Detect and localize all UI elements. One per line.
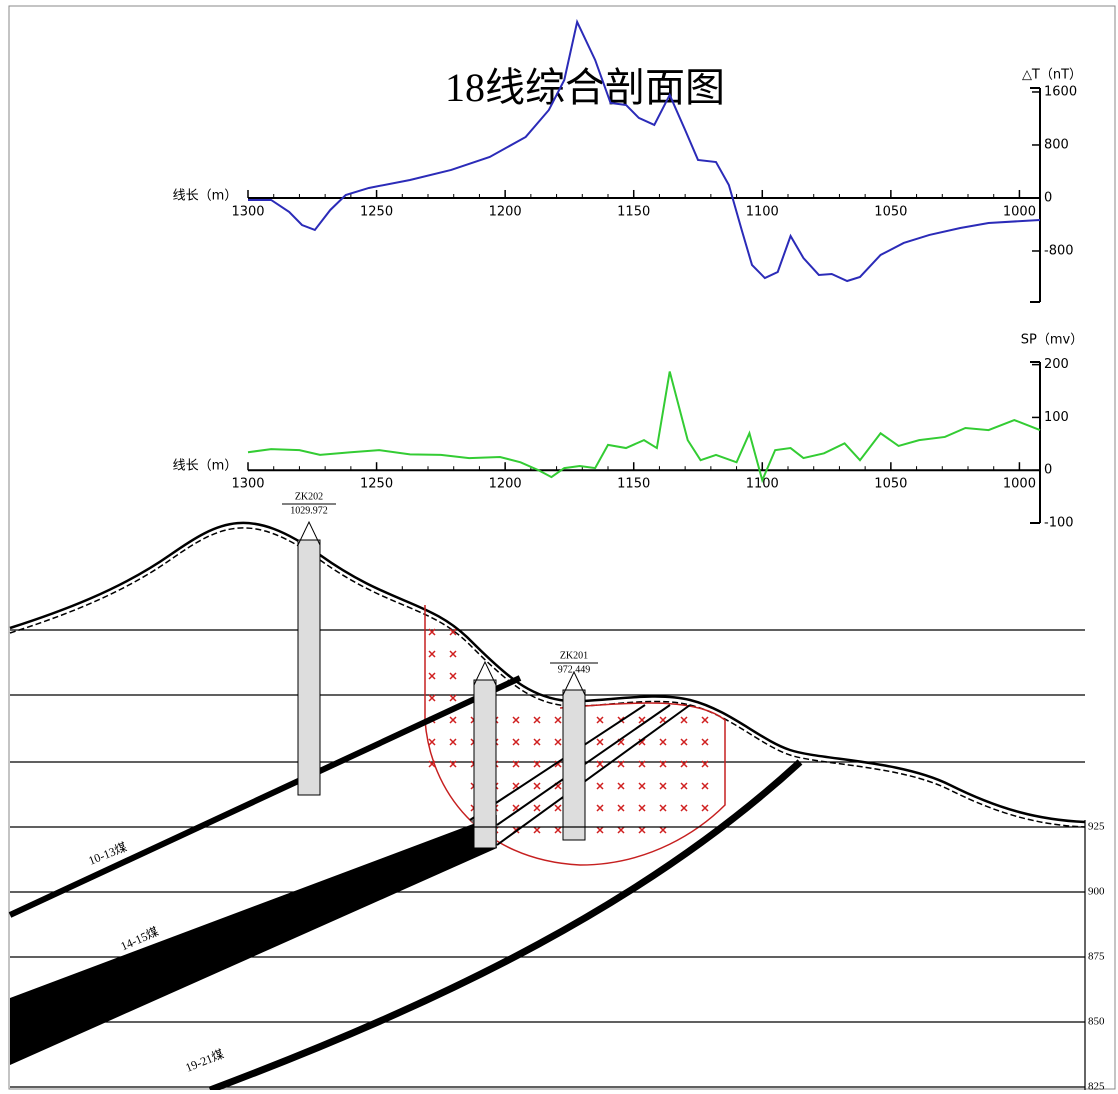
x-mark bbox=[450, 673, 456, 679]
figure: 18线综合剖面图 线长（m） △T（nT） 线长（m） SP（mv） ZK202… bbox=[0, 0, 1118, 1090]
x-mark bbox=[450, 739, 456, 745]
x-tick-label: 1100 bbox=[746, 204, 779, 219]
x-mark bbox=[450, 717, 456, 723]
x-mark bbox=[639, 827, 645, 833]
x-mark bbox=[639, 783, 645, 789]
x-mark bbox=[681, 805, 687, 811]
x-mark bbox=[534, 805, 540, 811]
x-tick-label: 1200 bbox=[489, 477, 522, 492]
x-axis-label: 线长（m） bbox=[173, 459, 238, 474]
cross-section: ZK202 1029.972 ZK201 972.449 10-13煤 14-1… bbox=[10, 491, 1085, 1090]
x-mark bbox=[618, 783, 624, 789]
x-tick-label: 1000 bbox=[1003, 477, 1036, 492]
x-tick-label: 1300 bbox=[231, 204, 264, 219]
x-mark bbox=[702, 805, 708, 811]
x-mark bbox=[660, 827, 666, 833]
x-mark bbox=[555, 805, 561, 811]
x-mark bbox=[597, 739, 603, 745]
x-tick-label: 1000 bbox=[1003, 204, 1036, 219]
data-line bbox=[248, 372, 1040, 481]
x-mark bbox=[513, 739, 519, 745]
x-tick-label: 1050 bbox=[874, 477, 907, 492]
drill-hole bbox=[563, 690, 585, 840]
x-mark bbox=[534, 739, 540, 745]
x-tick-label: 1150 bbox=[617, 204, 650, 219]
x-mark bbox=[660, 805, 666, 811]
terrain bbox=[10, 523, 1085, 822]
x-mark bbox=[660, 783, 666, 789]
x-mark bbox=[597, 827, 603, 833]
x-tick-label: 1300 bbox=[231, 477, 264, 492]
x-tick-label: 1250 bbox=[360, 477, 393, 492]
y-axis-label: △T（nT） bbox=[1022, 68, 1082, 83]
chart-title: 18线综合剖面图 bbox=[445, 65, 725, 110]
x-mark bbox=[681, 717, 687, 723]
x-mark bbox=[534, 783, 540, 789]
x-mark bbox=[681, 783, 687, 789]
elevation-label: 925 bbox=[1088, 821, 1105, 833]
x-mark bbox=[429, 673, 435, 679]
y-axis-label: SP（mv） bbox=[1021, 333, 1083, 348]
x-tick-label: 1150 bbox=[617, 477, 650, 492]
elevation-lines bbox=[10, 630, 1085, 1090]
y-tick-label: 200 bbox=[1044, 357, 1069, 372]
x-mark bbox=[597, 805, 603, 811]
x-mark bbox=[429, 695, 435, 701]
drill-elevation: 972.449 bbox=[558, 664, 591, 675]
x-mark bbox=[555, 739, 561, 745]
elevation-label: 825 bbox=[1088, 1081, 1105, 1090]
elevation-label: 850 bbox=[1088, 1016, 1105, 1028]
x-tick-label: 1050 bbox=[874, 204, 907, 219]
x-mark bbox=[534, 717, 540, 723]
x-mark bbox=[618, 805, 624, 811]
y-tick-label: -100 bbox=[1044, 516, 1074, 531]
drill-hole bbox=[298, 540, 320, 795]
x-axis-label: 线长（m） bbox=[173, 189, 238, 204]
x-mark bbox=[513, 717, 519, 723]
x-mark bbox=[597, 717, 603, 723]
drill-marker bbox=[298, 522, 585, 695]
x-tick-label: 1250 bbox=[360, 204, 393, 219]
seam bbox=[10, 678, 520, 915]
elevation-label: 875 bbox=[1088, 951, 1105, 963]
x-mark bbox=[450, 695, 456, 701]
drill-name: ZK202 bbox=[295, 491, 323, 502]
y-tick-label: 1600 bbox=[1044, 84, 1077, 99]
x-mark bbox=[702, 739, 708, 745]
x-mark bbox=[702, 783, 708, 789]
seam-label: 19-21煤 bbox=[183, 1047, 225, 1075]
x-mark bbox=[639, 805, 645, 811]
x-tick-label: 1200 bbox=[489, 204, 522, 219]
x-mark bbox=[702, 717, 708, 723]
y-tick-label: -800 bbox=[1044, 243, 1074, 258]
y-tick-label: 0 bbox=[1044, 190, 1052, 205]
drill-hole bbox=[474, 680, 496, 848]
x-mark bbox=[555, 827, 561, 833]
x-mark bbox=[681, 739, 687, 745]
drill-elevation: 1029.972 bbox=[290, 505, 328, 516]
drill-name: ZK201 bbox=[560, 650, 588, 661]
x-mark bbox=[429, 651, 435, 657]
x-mark bbox=[660, 739, 666, 745]
elevation-label: 900 bbox=[1088, 886, 1105, 898]
y-tick-label: 0 bbox=[1044, 463, 1052, 478]
x-mark bbox=[618, 827, 624, 833]
seam bbox=[10, 815, 497, 1065]
terrain-base bbox=[10, 528, 1085, 827]
x-mark bbox=[597, 783, 603, 789]
data-line bbox=[248, 22, 1040, 281]
y-tick-label: 800 bbox=[1044, 137, 1069, 152]
y-tick-label: 100 bbox=[1044, 410, 1069, 425]
x-mark bbox=[429, 739, 435, 745]
x-mark bbox=[450, 651, 456, 657]
seam bbox=[497, 705, 690, 845]
x-mark bbox=[534, 827, 540, 833]
x-mark bbox=[555, 717, 561, 723]
frame bbox=[9, 6, 1115, 1089]
